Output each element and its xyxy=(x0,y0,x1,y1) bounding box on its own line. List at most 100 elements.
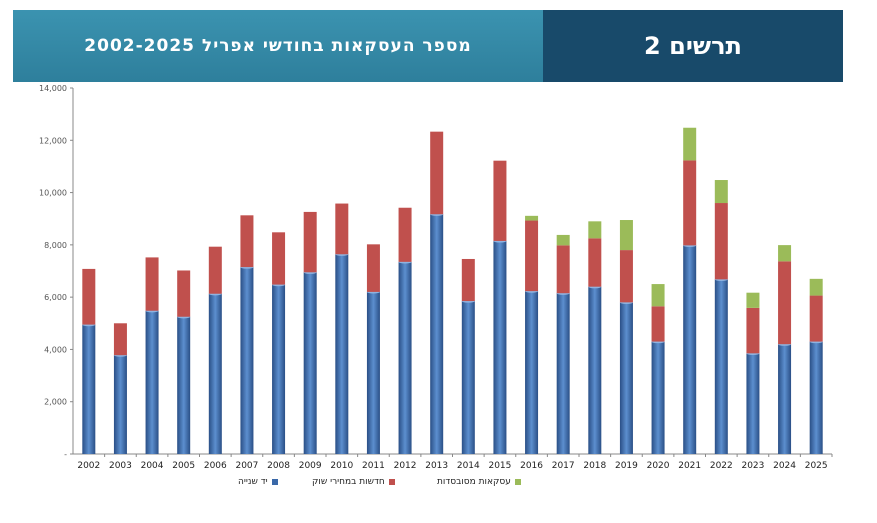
bar-new-market xyxy=(430,131,444,215)
figure-label-banner: תרשים 2 xyxy=(543,10,843,82)
x-tick-label: 2002 xyxy=(77,461,100,471)
bar-subsidized xyxy=(683,127,697,161)
bar-subsidized xyxy=(588,221,602,239)
bar-new-market xyxy=(746,307,760,354)
y-tick-label: 2,000 xyxy=(44,398,67,407)
bar-new-market xyxy=(714,203,728,280)
bar-second-hand xyxy=(778,344,792,454)
bar-second-hand xyxy=(556,293,570,454)
bar-new-market xyxy=(82,268,96,325)
bar-second-hand xyxy=(683,245,697,454)
bar-new-market xyxy=(303,211,317,273)
bar-new-market xyxy=(809,295,823,342)
legend-swatch-second-hand xyxy=(271,479,278,485)
y-tick-label: 8,000 xyxy=(44,241,67,250)
x-tick-label: 2021 xyxy=(678,461,701,471)
y-tick-label: - xyxy=(64,450,67,459)
bar-new-market xyxy=(619,250,633,303)
chart-title-banner: מספר העסקאות בחודשי אפריל 2002-2025 xyxy=(13,10,543,82)
y-tick-label: 4,000 xyxy=(44,345,67,354)
bar-new-market xyxy=(240,215,254,268)
chart-bars xyxy=(82,127,823,454)
x-tick-label: 2024 xyxy=(773,461,796,471)
legend-swatch-subsidized xyxy=(514,479,521,485)
x-tick-label: 2003 xyxy=(109,461,132,471)
x-tick-label: 2016 xyxy=(520,461,543,471)
bar-second-hand xyxy=(145,310,159,454)
bar-new-market xyxy=(366,244,380,292)
chart-legend: יד שנייה חדשות במחירי שוק עסקאות מסובסדו… xyxy=(0,477,877,493)
bar-subsidized xyxy=(619,220,633,251)
bar-second-hand xyxy=(398,261,412,454)
x-tick-label: 2022 xyxy=(710,461,733,471)
bar-second-hand xyxy=(746,353,760,454)
bar-new-market xyxy=(651,306,665,342)
bar-second-hand xyxy=(809,341,823,454)
chart-axes xyxy=(70,87,833,457)
x-tick-label: 2008 xyxy=(267,461,290,471)
x-tick-label: 2009 xyxy=(299,461,322,471)
bar-second-hand xyxy=(493,240,507,454)
bar-new-market xyxy=(145,257,159,311)
x-tick-label: 2023 xyxy=(741,461,764,471)
bar-new-market xyxy=(177,270,191,317)
bar-new-market xyxy=(461,258,475,302)
bar-second-hand xyxy=(619,302,633,454)
legend-label-second-hand: יד שנייה xyxy=(238,477,268,487)
x-tick-label: 2025 xyxy=(805,461,828,471)
legend-item-second-hand: יד שנייה xyxy=(238,477,278,487)
y-tick-label: 12,000 xyxy=(39,136,67,145)
x-tick-label: 2018 xyxy=(583,461,606,471)
bar-second-hand xyxy=(208,293,222,454)
bar-second-hand xyxy=(177,316,191,454)
bar-second-hand xyxy=(588,286,602,454)
bar-new-market xyxy=(683,160,697,246)
bar-second-hand xyxy=(113,355,127,454)
bar-second-hand xyxy=(240,267,254,454)
bar-second-hand xyxy=(430,214,444,454)
bar-new-market xyxy=(493,160,507,241)
legend-label-new-market: חדשות במחירי שוק xyxy=(312,477,385,487)
x-tick-label: 2017 xyxy=(552,461,575,471)
bar-new-market xyxy=(588,238,602,287)
legend-item-new-market: חדשות במחירי שוק xyxy=(312,477,395,487)
bar-new-market xyxy=(335,203,349,255)
y-tick-label: 10,000 xyxy=(39,189,67,198)
chart-title: מספר העסקאות בחודשי אפריל 2002-2025 xyxy=(84,36,472,56)
bar-second-hand xyxy=(335,254,349,454)
bar-subsidized xyxy=(651,284,665,307)
bar-subsidized xyxy=(809,278,823,296)
x-tick-label: 2015 xyxy=(488,461,511,471)
bar-second-hand xyxy=(82,324,96,454)
x-tick-label: 2005 xyxy=(172,461,195,471)
bar-new-market xyxy=(113,323,127,356)
bar-new-market xyxy=(556,245,570,294)
bar-new-market xyxy=(398,207,412,262)
legend-item-subsidized: עסקאות מסובסדות xyxy=(437,477,521,487)
bar-subsidized xyxy=(746,292,760,308)
y-tick-label: 6,000 xyxy=(44,293,67,302)
bar-second-hand xyxy=(366,291,380,454)
bar-subsidized xyxy=(525,215,539,221)
y-tick-label: 14,000 xyxy=(39,84,67,93)
x-tick-label: 2012 xyxy=(394,461,417,471)
x-tick-label: 2004 xyxy=(141,461,164,471)
x-tick-label: 2014 xyxy=(457,461,480,471)
bar-new-market xyxy=(272,232,286,285)
bar-second-hand xyxy=(525,291,539,454)
x-tick-label: 2013 xyxy=(425,461,448,471)
bar-subsidized xyxy=(714,180,728,204)
x-tick-label: 2010 xyxy=(330,461,353,471)
x-tick-label: 2011 xyxy=(362,461,385,471)
chart-labels: - 2,000 4,000 6,000 8,000 10,000 12,000 14,000 2… xyxy=(39,84,828,471)
figure-label: תרשים 2 xyxy=(644,32,742,60)
bar-second-hand xyxy=(303,272,317,454)
legend-swatch-new-market xyxy=(388,479,395,485)
x-tick-label: 2007 xyxy=(235,461,258,471)
bar-second-hand xyxy=(714,279,728,454)
legend-label-subsidized: עסקאות מסובסדות xyxy=(437,477,511,487)
bar-second-hand xyxy=(651,341,665,454)
bar-subsidized xyxy=(778,245,792,262)
bar-new-market xyxy=(778,261,792,345)
